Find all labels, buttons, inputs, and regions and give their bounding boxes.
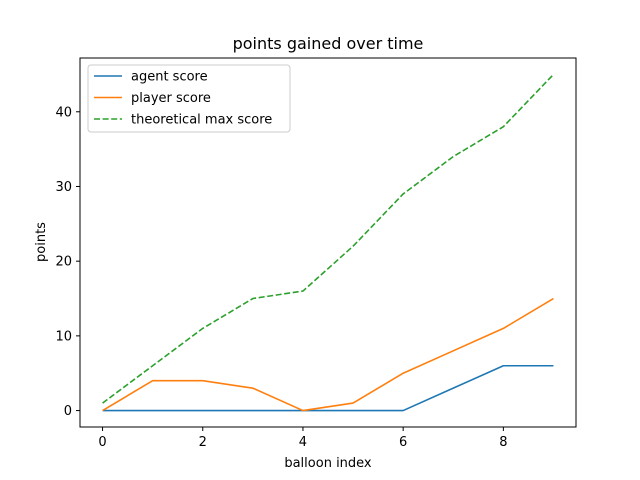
legend-label-agent-score: agent score xyxy=(131,70,208,85)
y-tick-label: 20 xyxy=(55,255,72,270)
y-axis-label: points xyxy=(34,222,49,262)
series-line-agent-score xyxy=(102,364,554,412)
y-tick-label: 0 xyxy=(64,404,72,419)
series-line-theoretical-max-score xyxy=(102,73,555,404)
x-axis-label: balloon index xyxy=(284,456,372,471)
x-tick-label: 6 xyxy=(399,435,407,450)
y-tick-label: 30 xyxy=(55,180,72,195)
x-tick-label: 0 xyxy=(98,435,106,450)
x-axis: 0 2 4 6 8 xyxy=(98,427,507,450)
chart-title: points gained over time xyxy=(233,34,424,53)
legend-label-player-score: player score xyxy=(131,91,211,106)
legend-box xyxy=(87,64,291,133)
x-tick-label: 2 xyxy=(199,435,207,450)
legend-label-theoretical-max-score: theoretical max score xyxy=(131,113,272,128)
x-tick-label: 8 xyxy=(499,435,507,450)
x-tick-label: 4 xyxy=(299,435,307,450)
series-line-player-score xyxy=(102,297,554,412)
legend: agent score player score theoretical max s… xyxy=(87,64,291,133)
plot-frame xyxy=(79,57,577,428)
y-tick-label: 40 xyxy=(55,105,72,120)
y-axis: 0 10 20 30 40 xyxy=(55,105,80,419)
series-layer xyxy=(102,73,555,412)
y-tick-label: 10 xyxy=(55,329,72,344)
